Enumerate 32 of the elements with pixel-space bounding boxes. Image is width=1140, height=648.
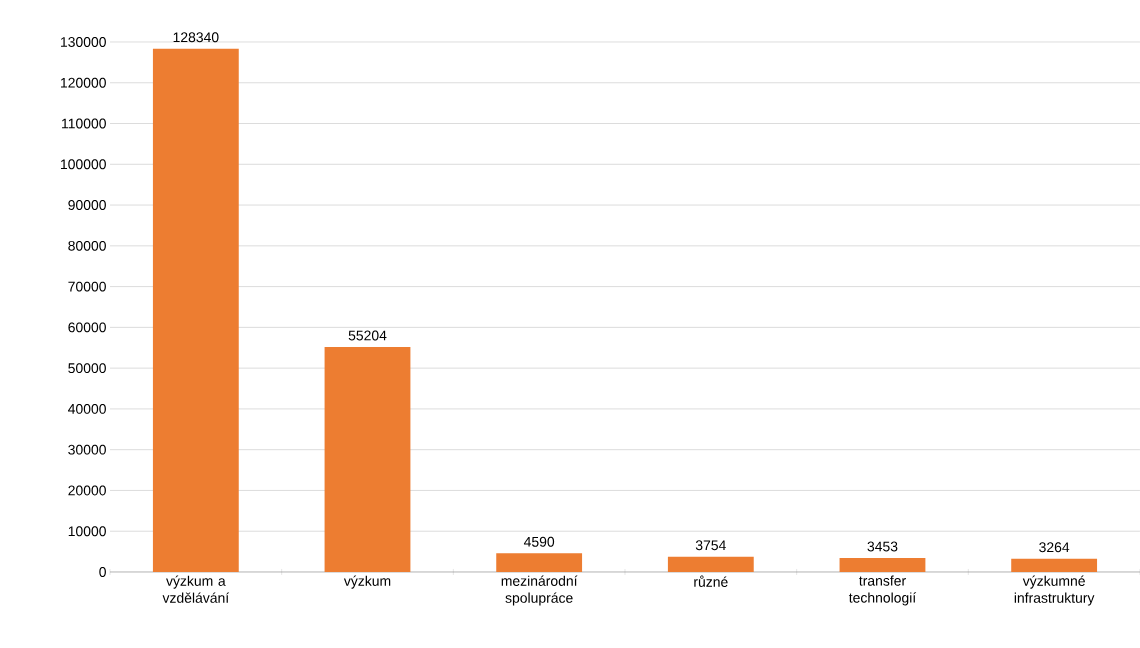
y-tick-label: 100000 bbox=[61, 159, 106, 170]
y-tick-label: 80000 bbox=[68, 240, 106, 251]
data-label: 3754 bbox=[695, 540, 726, 551]
y-tick-label: 10000 bbox=[68, 526, 106, 537]
x-tick-label: mezinárodní spolupráce bbox=[501, 575, 578, 606]
y-tick-label: 60000 bbox=[68, 322, 106, 333]
y-tick-label: 50000 bbox=[68, 363, 106, 374]
x-tick-label: výzkumné infrastruktury bbox=[1014, 575, 1095, 606]
data-label: 55204 bbox=[348, 330, 387, 341]
x-tick-label: různé bbox=[694, 575, 728, 587]
bar bbox=[839, 557, 926, 572]
y-tick-label: 20000 bbox=[68, 485, 106, 496]
y-tick-label: 30000 bbox=[68, 444, 106, 455]
y-tick-label: 70000 bbox=[68, 281, 106, 292]
data-label: 128340 bbox=[173, 32, 219, 43]
y-tick-label: 0 bbox=[99, 567, 106, 577]
y-tick-label: 130000 bbox=[61, 37, 106, 47]
bar bbox=[496, 553, 583, 572]
bar bbox=[1011, 558, 1098, 572]
data-label: 3264 bbox=[1039, 542, 1070, 553]
data-label: 4590 bbox=[523, 536, 555, 547]
bar bbox=[667, 556, 754, 572]
y-tick-label: 40000 bbox=[68, 403, 106, 414]
x-tick-label: výzkum a vzdělávání bbox=[162, 575, 230, 603]
y-tick-label: 110000 bbox=[62, 118, 106, 129]
y-tick-label: 90000 bbox=[68, 200, 106, 210]
bar bbox=[152, 48, 239, 572]
bar bbox=[324, 346, 411, 572]
x-tick-label: výzkum bbox=[343, 575, 391, 589]
x-tick-label: transfer technologií bbox=[848, 575, 917, 606]
data-label: 3453 bbox=[867, 541, 898, 552]
y-tick-label: 120000 bbox=[61, 77, 106, 88]
